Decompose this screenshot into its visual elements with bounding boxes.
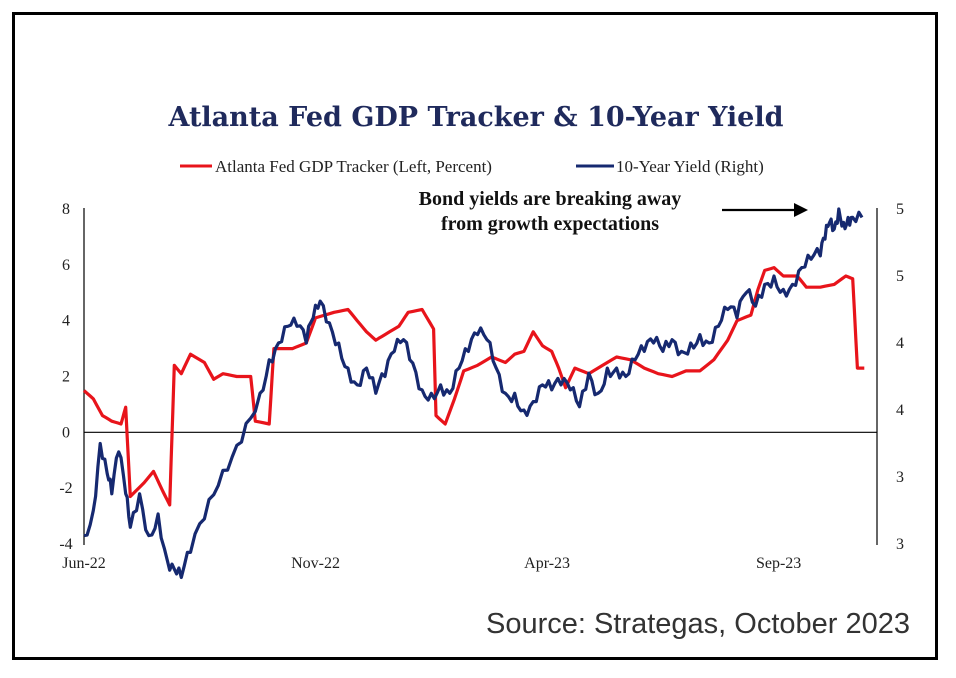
annotation-line-2: from growth expectations <box>441 213 659 235</box>
annotation-line-1: Bond yields are breaking away <box>419 188 682 210</box>
right-axis-ticks: 3 3 4 4 5 5 <box>896 201 904 553</box>
left-tick-label: -4 <box>59 536 72 553</box>
annotation: Bond yields are breaking away from growt… <box>419 188 808 235</box>
right-tick-label: 5 <box>896 201 904 218</box>
x-tick-label: Sep-23 <box>756 555 801 572</box>
x-axis-ticks: Jun-22 Nov-22 Apr-23 Sep-23 <box>62 555 801 572</box>
right-tick-label: 5 <box>896 268 904 285</box>
source-note: Source: Strategas, October 2023 <box>486 608 910 640</box>
left-axis-ticks: -4 -2 0 2 4 6 8 <box>59 201 72 553</box>
series-lines <box>82 207 877 580</box>
legend-label-yield: 10-Year Yield (Right) <box>616 157 764 176</box>
left-tick-label: -2 <box>59 480 72 497</box>
annotation-arrowhead <box>794 203 808 217</box>
right-tick-label: 3 <box>896 469 904 486</box>
right-tick-label: 4 <box>896 335 904 352</box>
x-tick-label: Jun-22 <box>62 555 106 572</box>
right-tick-label: 4 <box>896 402 904 419</box>
left-tick-label: 6 <box>62 257 70 274</box>
left-tick-label: 4 <box>62 313 70 330</box>
left-tick-label: 2 <box>62 369 70 386</box>
gdp-series-line <box>82 266 865 507</box>
yield-series-line <box>83 207 864 580</box>
x-tick-label: Apr-23 <box>524 555 570 572</box>
chart-title: Atlanta Fed GDP Tracker & 10-Year Yield <box>167 102 783 133</box>
legend: Atlanta Fed GDP Tracker (Left, Percent) … <box>180 157 764 176</box>
legend-label-gdp: Atlanta Fed GDP Tracker (Left, Percent) <box>215 157 492 176</box>
x-tick-label: Nov-22 <box>291 555 340 572</box>
left-tick-label: 0 <box>62 424 70 441</box>
right-tick-label: 3 <box>896 536 904 553</box>
left-tick-label: 8 <box>62 201 70 218</box>
